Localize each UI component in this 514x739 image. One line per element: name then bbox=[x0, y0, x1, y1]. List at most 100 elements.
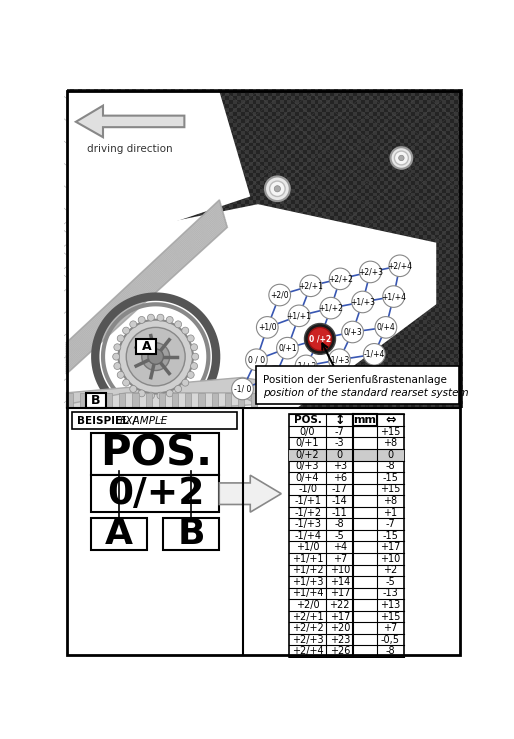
Bar bbox=[214, 101, 218, 104]
Bar bbox=[443, 270, 446, 273]
Bar bbox=[90, 174, 94, 177]
Bar bbox=[198, 258, 202, 262]
Bar bbox=[90, 89, 94, 92]
Bar bbox=[322, 350, 326, 354]
Bar bbox=[392, 96, 396, 101]
Bar bbox=[299, 320, 303, 324]
Bar bbox=[284, 354, 287, 358]
Bar bbox=[373, 258, 377, 262]
Bar bbox=[326, 362, 330, 366]
Bar bbox=[148, 120, 152, 123]
Bar bbox=[256, 358, 260, 362]
Bar bbox=[156, 393, 159, 397]
Bar bbox=[377, 370, 380, 374]
Bar bbox=[117, 166, 121, 169]
Bar bbox=[338, 389, 342, 393]
Bar bbox=[140, 127, 144, 131]
Bar bbox=[310, 92, 315, 96]
Bar bbox=[276, 362, 280, 366]
Bar bbox=[198, 354, 202, 358]
Bar bbox=[125, 115, 128, 120]
Bar bbox=[179, 135, 183, 139]
Bar bbox=[330, 289, 334, 293]
Bar bbox=[144, 277, 148, 281]
Bar bbox=[105, 350, 109, 354]
Bar bbox=[310, 362, 315, 366]
Bar bbox=[307, 200, 310, 204]
Bar bbox=[435, 181, 438, 185]
Bar bbox=[175, 343, 179, 347]
Bar bbox=[245, 115, 249, 120]
Bar bbox=[322, 385, 326, 389]
Bar bbox=[326, 370, 330, 374]
Bar bbox=[156, 212, 159, 216]
Bar bbox=[229, 96, 233, 101]
Bar bbox=[295, 174, 299, 177]
Bar bbox=[272, 204, 276, 208]
Bar bbox=[280, 216, 284, 219]
Bar bbox=[431, 381, 435, 385]
Bar bbox=[101, 200, 105, 204]
Bar bbox=[222, 101, 226, 104]
Bar bbox=[427, 374, 431, 378]
Bar bbox=[168, 258, 171, 262]
Bar bbox=[136, 242, 140, 247]
Bar bbox=[82, 401, 86, 404]
Bar bbox=[280, 289, 284, 293]
Bar bbox=[435, 251, 438, 254]
Bar bbox=[156, 208, 159, 212]
Bar bbox=[357, 120, 361, 123]
Bar bbox=[90, 370, 94, 374]
Bar bbox=[411, 219, 415, 223]
Bar bbox=[458, 181, 462, 185]
Bar bbox=[280, 354, 284, 358]
Bar bbox=[408, 304, 411, 308]
Bar bbox=[152, 262, 156, 266]
Bar bbox=[90, 316, 94, 320]
Bar bbox=[307, 127, 310, 131]
Bar bbox=[291, 231, 295, 235]
Bar bbox=[396, 188, 400, 193]
Bar bbox=[431, 200, 435, 204]
Bar bbox=[403, 308, 408, 312]
Bar bbox=[276, 262, 280, 266]
Bar bbox=[113, 169, 117, 174]
Bar bbox=[125, 374, 128, 378]
Bar bbox=[264, 331, 268, 335]
Bar bbox=[357, 139, 361, 143]
Bar bbox=[237, 354, 241, 358]
Bar bbox=[315, 273, 319, 277]
Bar bbox=[408, 324, 411, 327]
Bar bbox=[233, 92, 237, 96]
Bar bbox=[237, 343, 241, 347]
Bar bbox=[144, 281, 148, 285]
Bar bbox=[454, 135, 458, 139]
Bar bbox=[411, 277, 415, 281]
Bar bbox=[140, 254, 144, 258]
Bar bbox=[78, 270, 82, 273]
Bar bbox=[94, 89, 98, 92]
Bar bbox=[105, 231, 109, 235]
Bar bbox=[260, 242, 264, 247]
Bar bbox=[342, 397, 345, 401]
Bar bbox=[276, 127, 280, 131]
Bar bbox=[435, 285, 438, 289]
Text: 0/+2: 0/+2 bbox=[107, 476, 205, 511]
Bar bbox=[94, 378, 98, 381]
Bar bbox=[187, 270, 191, 273]
Bar bbox=[353, 239, 357, 242]
Bar bbox=[156, 293, 159, 296]
Bar bbox=[353, 120, 357, 123]
Bar bbox=[75, 162, 78, 166]
Bar bbox=[365, 212, 369, 216]
Bar bbox=[78, 139, 82, 143]
Bar bbox=[210, 115, 214, 120]
Bar bbox=[431, 393, 435, 397]
Bar bbox=[287, 143, 291, 146]
Bar bbox=[319, 254, 322, 258]
Bar bbox=[229, 266, 233, 270]
Bar bbox=[117, 393, 121, 397]
Bar bbox=[353, 277, 357, 281]
Bar bbox=[334, 228, 338, 231]
Bar bbox=[342, 239, 345, 242]
